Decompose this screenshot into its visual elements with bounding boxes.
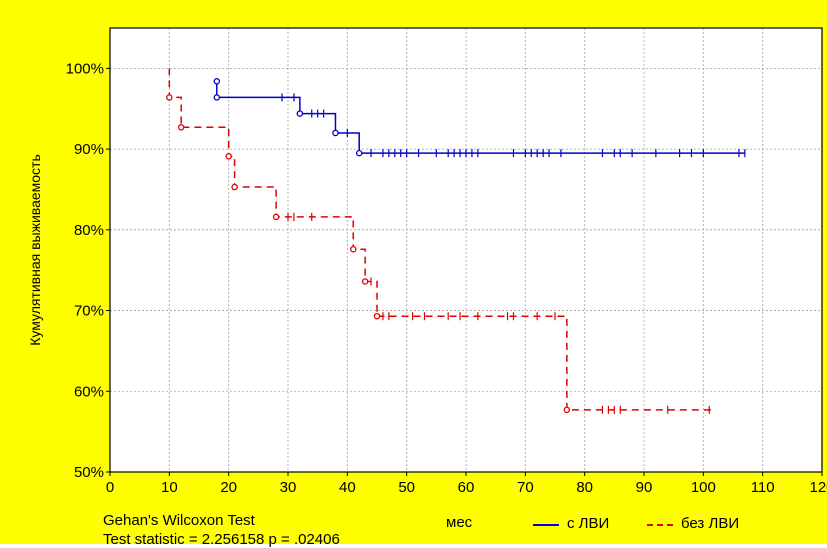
event-marker-1 xyxy=(355,149,363,157)
event-marker-2 xyxy=(563,406,571,414)
y-tick-label: 50% xyxy=(74,464,104,481)
event-marker-1 xyxy=(213,78,221,85)
event-marker-2 xyxy=(350,245,357,253)
y-axis-label: Кумулятивная выживаемость xyxy=(27,154,43,346)
event-marker-2 xyxy=(231,183,238,191)
x-tick-label: 60 xyxy=(458,479,475,496)
event-marker-2 xyxy=(166,94,173,101)
x-tick-label: 30 xyxy=(280,479,297,496)
event-marker-2 xyxy=(272,213,280,221)
legend-line-dashed xyxy=(647,524,673,526)
series-line-1 xyxy=(216,81,745,154)
x-tick-label: 90 xyxy=(636,479,653,496)
x-tick-label: 120 xyxy=(809,479,827,496)
y-tick-label: 100% xyxy=(66,60,104,77)
legend-label-series-2: без ЛВИ xyxy=(681,515,740,532)
x-tick-label: 10 xyxy=(161,479,178,496)
x-axis-label: мес xyxy=(446,514,473,531)
event-marker-1 xyxy=(332,129,339,137)
plot-border xyxy=(109,27,823,473)
y-tick-label: 90% xyxy=(74,141,104,158)
event-marker-1 xyxy=(296,110,304,117)
event-marker-2 xyxy=(361,278,369,285)
legend-label-series-1: с ЛВИ xyxy=(567,515,610,532)
x-tick-label: 100 xyxy=(691,479,716,496)
x-tick-label: 110 xyxy=(751,479,775,496)
x-tick-label: 40 xyxy=(339,479,356,496)
event-marker-1 xyxy=(213,94,221,101)
event-marker-2 xyxy=(373,312,381,320)
x-tick-label: 50 xyxy=(398,479,415,496)
y-tick-label: 70% xyxy=(74,303,104,320)
event-marker-2 xyxy=(177,124,185,131)
x-tick-label: 70 xyxy=(517,479,534,496)
y-tick-label: 80% xyxy=(74,222,104,239)
test-statistic: Test statistic = 2.256158 p = .02406 xyxy=(103,531,340,548)
x-tick-label: 80 xyxy=(576,479,593,496)
test-name: Gehan's Wilcoxon Test xyxy=(103,512,255,529)
event-marker-2 xyxy=(225,153,232,160)
x-tick-label: 20 xyxy=(220,479,237,496)
y-tick-label: 60% xyxy=(74,383,104,400)
x-tick-label: 0 xyxy=(106,479,114,496)
legend-line-solid xyxy=(533,524,559,526)
